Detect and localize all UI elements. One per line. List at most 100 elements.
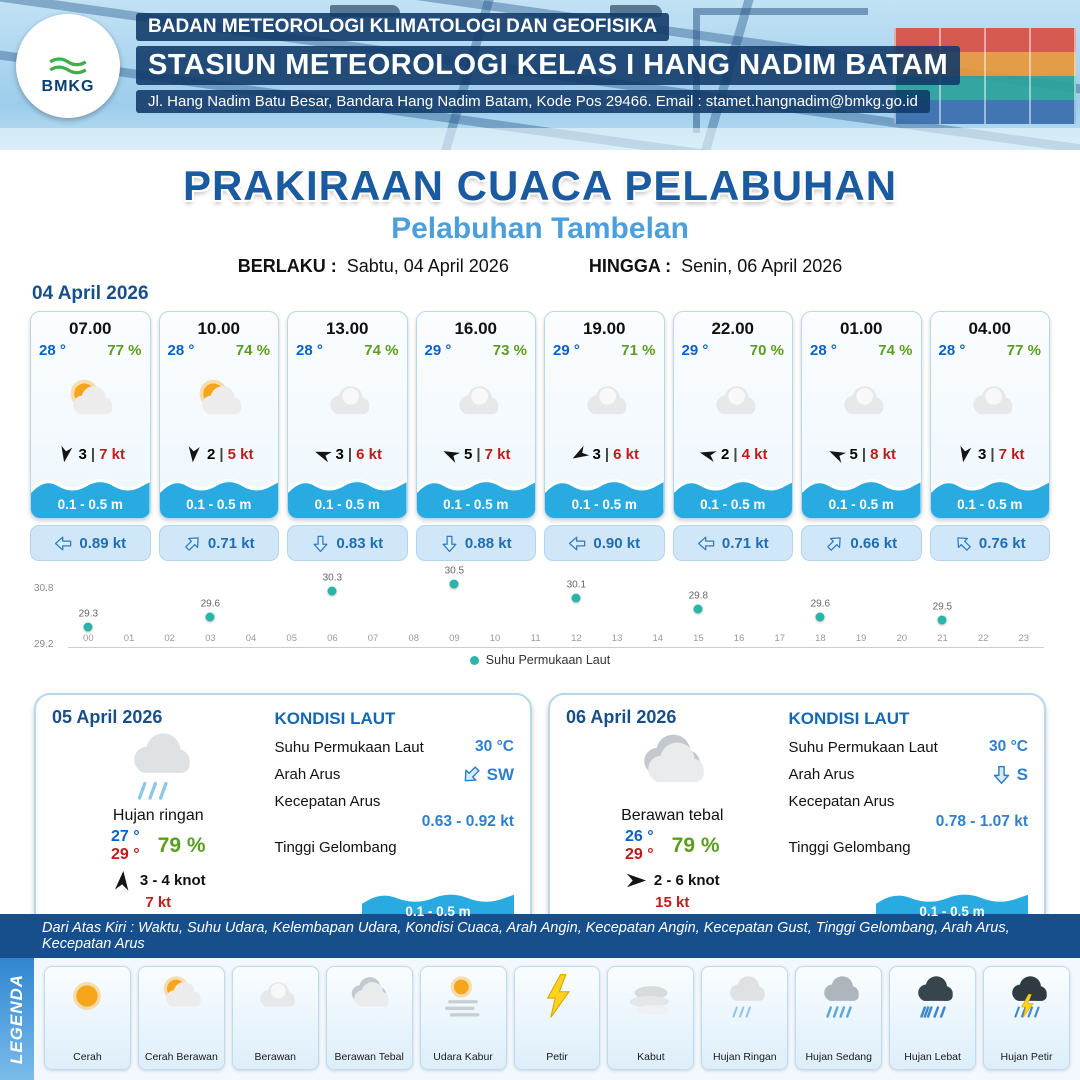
x-tick: 16: [733, 633, 745, 644]
card-temperature: 28 °: [938, 342, 966, 359]
sst-point-label: 29.6: [200, 597, 221, 609]
card-humidity: 77 %: [107, 342, 142, 359]
legend-weather-icon: [905, 973, 961, 1019]
current-direction-arrow-icon: [821, 530, 848, 557]
legend-item: Cerah: [44, 966, 131, 1070]
card-humidity: 74 %: [364, 342, 399, 359]
wave-height-value: 0.1 - 0.5 m: [443, 497, 509, 512]
sst-label: Suhu Permukaan Laut: [788, 738, 938, 756]
sst-value: 30 °C: [475, 738, 514, 755]
sst-point: [449, 579, 459, 589]
sst-x-axis: 00 01 02 03 04 05 06 07 08 09 10 11 12 13 14 15 16 17 18 19…: [68, 633, 1044, 648]
weather-icon: [288, 359, 407, 445]
card-humidity: 77 %: [1006, 342, 1041, 359]
wave-icon: [159, 466, 278, 518]
card-humidity: 73 %: [492, 342, 527, 359]
daily-humidity: 79 %: [157, 834, 206, 857]
daily-weather-icon: [620, 728, 724, 807]
daily-temp-max: 29 °: [625, 846, 654, 863]
wind-gust-separator: |: [219, 446, 224, 463]
legend-weather-icon: [341, 973, 397, 1019]
card-temp-humidity-row: 28 ° 77 %: [31, 339, 150, 359]
sst-row: Suhu Permukaan Laut 30 °C: [789, 738, 1028, 756]
x-tick: 02: [164, 633, 175, 644]
weather-icon: [31, 359, 150, 445]
wind-gust-separator: |: [990, 446, 995, 463]
chart-legend: Suhu Permukaan Laut: [36, 653, 1044, 667]
daily-weather-column: 05 April 2026 Hujan ringan 27 ° 29 ° 79 …: [52, 707, 265, 925]
card-wind-row: 3 | 6 kt: [288, 445, 407, 466]
daily-wind-range: 2 - 6 knot: [653, 872, 720, 889]
daily-wave-value: 0.1 - 0.5 m: [405, 904, 471, 919]
sst-point-label: 30.5: [444, 565, 465, 577]
sst-point: [815, 612, 825, 621]
legend-item: Hujan Petir: [983, 966, 1070, 1070]
current-direction-arrow-icon: [179, 530, 206, 557]
wind-speed: 2: [721, 446, 730, 463]
wind-gust-separator: |: [347, 446, 353, 463]
card-wind-row: 2 | 4 kt: [674, 445, 793, 466]
sst-point-label: 29.5: [932, 601, 953, 613]
card-temp-humidity-row: 29 ° 73 %: [417, 339, 536, 359]
card-temperature: 29 °: [424, 342, 452, 359]
station-name: STASIUN METEOROLOGI KELAS I HANG NADIM B…: [136, 46, 961, 85]
daily-gust: 15 kt: [655, 894, 690, 911]
card-humidity: 70 %: [749, 342, 784, 359]
daily-date: 06 April 2026: [566, 707, 677, 727]
card-temperature: 29 °: [553, 342, 580, 359]
daily-temps: 26 ° 29 °: [625, 828, 654, 864]
weather-icon: [417, 359, 536, 445]
weather-icon: [674, 359, 793, 445]
x-tick: 18: [815, 633, 826, 644]
current-box: 0.76 kt: [929, 525, 1050, 561]
x-tick: 01: [123, 633, 135, 644]
legend-item: Berawan: [231, 966, 319, 1070]
current-direction-value: S: [1016, 764, 1028, 784]
legend-label: Berawan Tebal: [334, 1051, 404, 1064]
daily-temp-humidity-row: 27 ° 29 ° 79 %: [111, 828, 206, 864]
legend-weather-icon: [247, 973, 303, 1019]
sst-point: [937, 615, 947, 625]
card-wind-row: 5 | 7 kt: [417, 445, 536, 466]
current-speed: 0.71 kt: [721, 534, 769, 552]
sea-conditions-column: KONDISI LAUT Suhu Permukaan Laut 30 °C A…: [275, 707, 514, 925]
sea-conditions-heading: KONDISI LAUT: [274, 709, 396, 728]
daily-temp-humidity-row: 26 ° 29 ° 79 %: [625, 828, 720, 864]
legend-label: Cerah Berawan: [144, 1051, 218, 1064]
x-tick: 00: [83, 633, 94, 644]
card-time: 07.00: [68, 319, 112, 338]
forecast-card-main: 19.00 29 ° 71 % 3 | 6 kt 0.1 - 0.5 m: [544, 311, 665, 519]
daily-temp-min: 26 °: [625, 828, 654, 845]
current-direction-label: Arah Arus: [274, 766, 341, 783]
wind-gust: 8 kt: [870, 446, 896, 463]
wind-gust: 4 kt: [741, 446, 768, 463]
current-speed-label: Kecepatan Arus: [274, 793, 381, 810]
sst-plot: 29.3 29.6 30.3 30.5 30.1 29.8 29.6 29.5: [68, 565, 1044, 632]
daily-temp-min: 27 °: [111, 828, 140, 845]
daily-wind-arrow-icon: [625, 869, 648, 892]
forecast-card: 16.00 29 ° 73 % 5 | 7 kt 0.1 - 0.5 m 0.8…: [415, 311, 536, 561]
y-axis-min: 29.2: [34, 639, 54, 650]
current-direction-arrow-icon: [311, 534, 330, 553]
forecast-date: 04 April 2026: [32, 283, 149, 304]
wave-height-value: 0.1 - 0.5 m: [186, 497, 252, 512]
wave-height-row: Tinggi Gelombang: [789, 839, 1028, 856]
sst-point-label: 29.6: [810, 597, 831, 609]
legend-title-strip: LEGENDA: [0, 958, 34, 1080]
agency-name: BADAN METEOROLOGI KLIMATOLOGI DAN GEOFIS…: [136, 13, 670, 41]
legend-title: LEGENDA: [7, 973, 26, 1065]
legend-label: Hujan Ringan: [712, 1051, 777, 1064]
legend-weather-icon: [623, 973, 679, 1019]
card-temperature: 29 °: [681, 342, 709, 359]
legend-item: Berawan Tebal: [325, 966, 413, 1070]
legend-item: Kabut: [607, 966, 695, 1070]
forecast-card: 07.00 28 ° 77 % 3 | 7 kt 0.1 - 0.5 m 0.8…: [30, 311, 151, 561]
wind-speed: 2: [207, 446, 216, 463]
wave-height-label: Tinggi Gelombang: [274, 839, 397, 856]
card-humidity: 74 %: [235, 342, 270, 359]
current-box: 0.88 kt: [415, 525, 536, 561]
wave-icon: [31, 466, 150, 518]
forecast-card-main: 04.00 28 ° 77 % 3 | 7 kt 0.1 - 0.5 m: [929, 311, 1050, 519]
card-temp-humidity-row: 28 ° 74 %: [802, 339, 921, 359]
x-tick: 19: [855, 633, 867, 644]
